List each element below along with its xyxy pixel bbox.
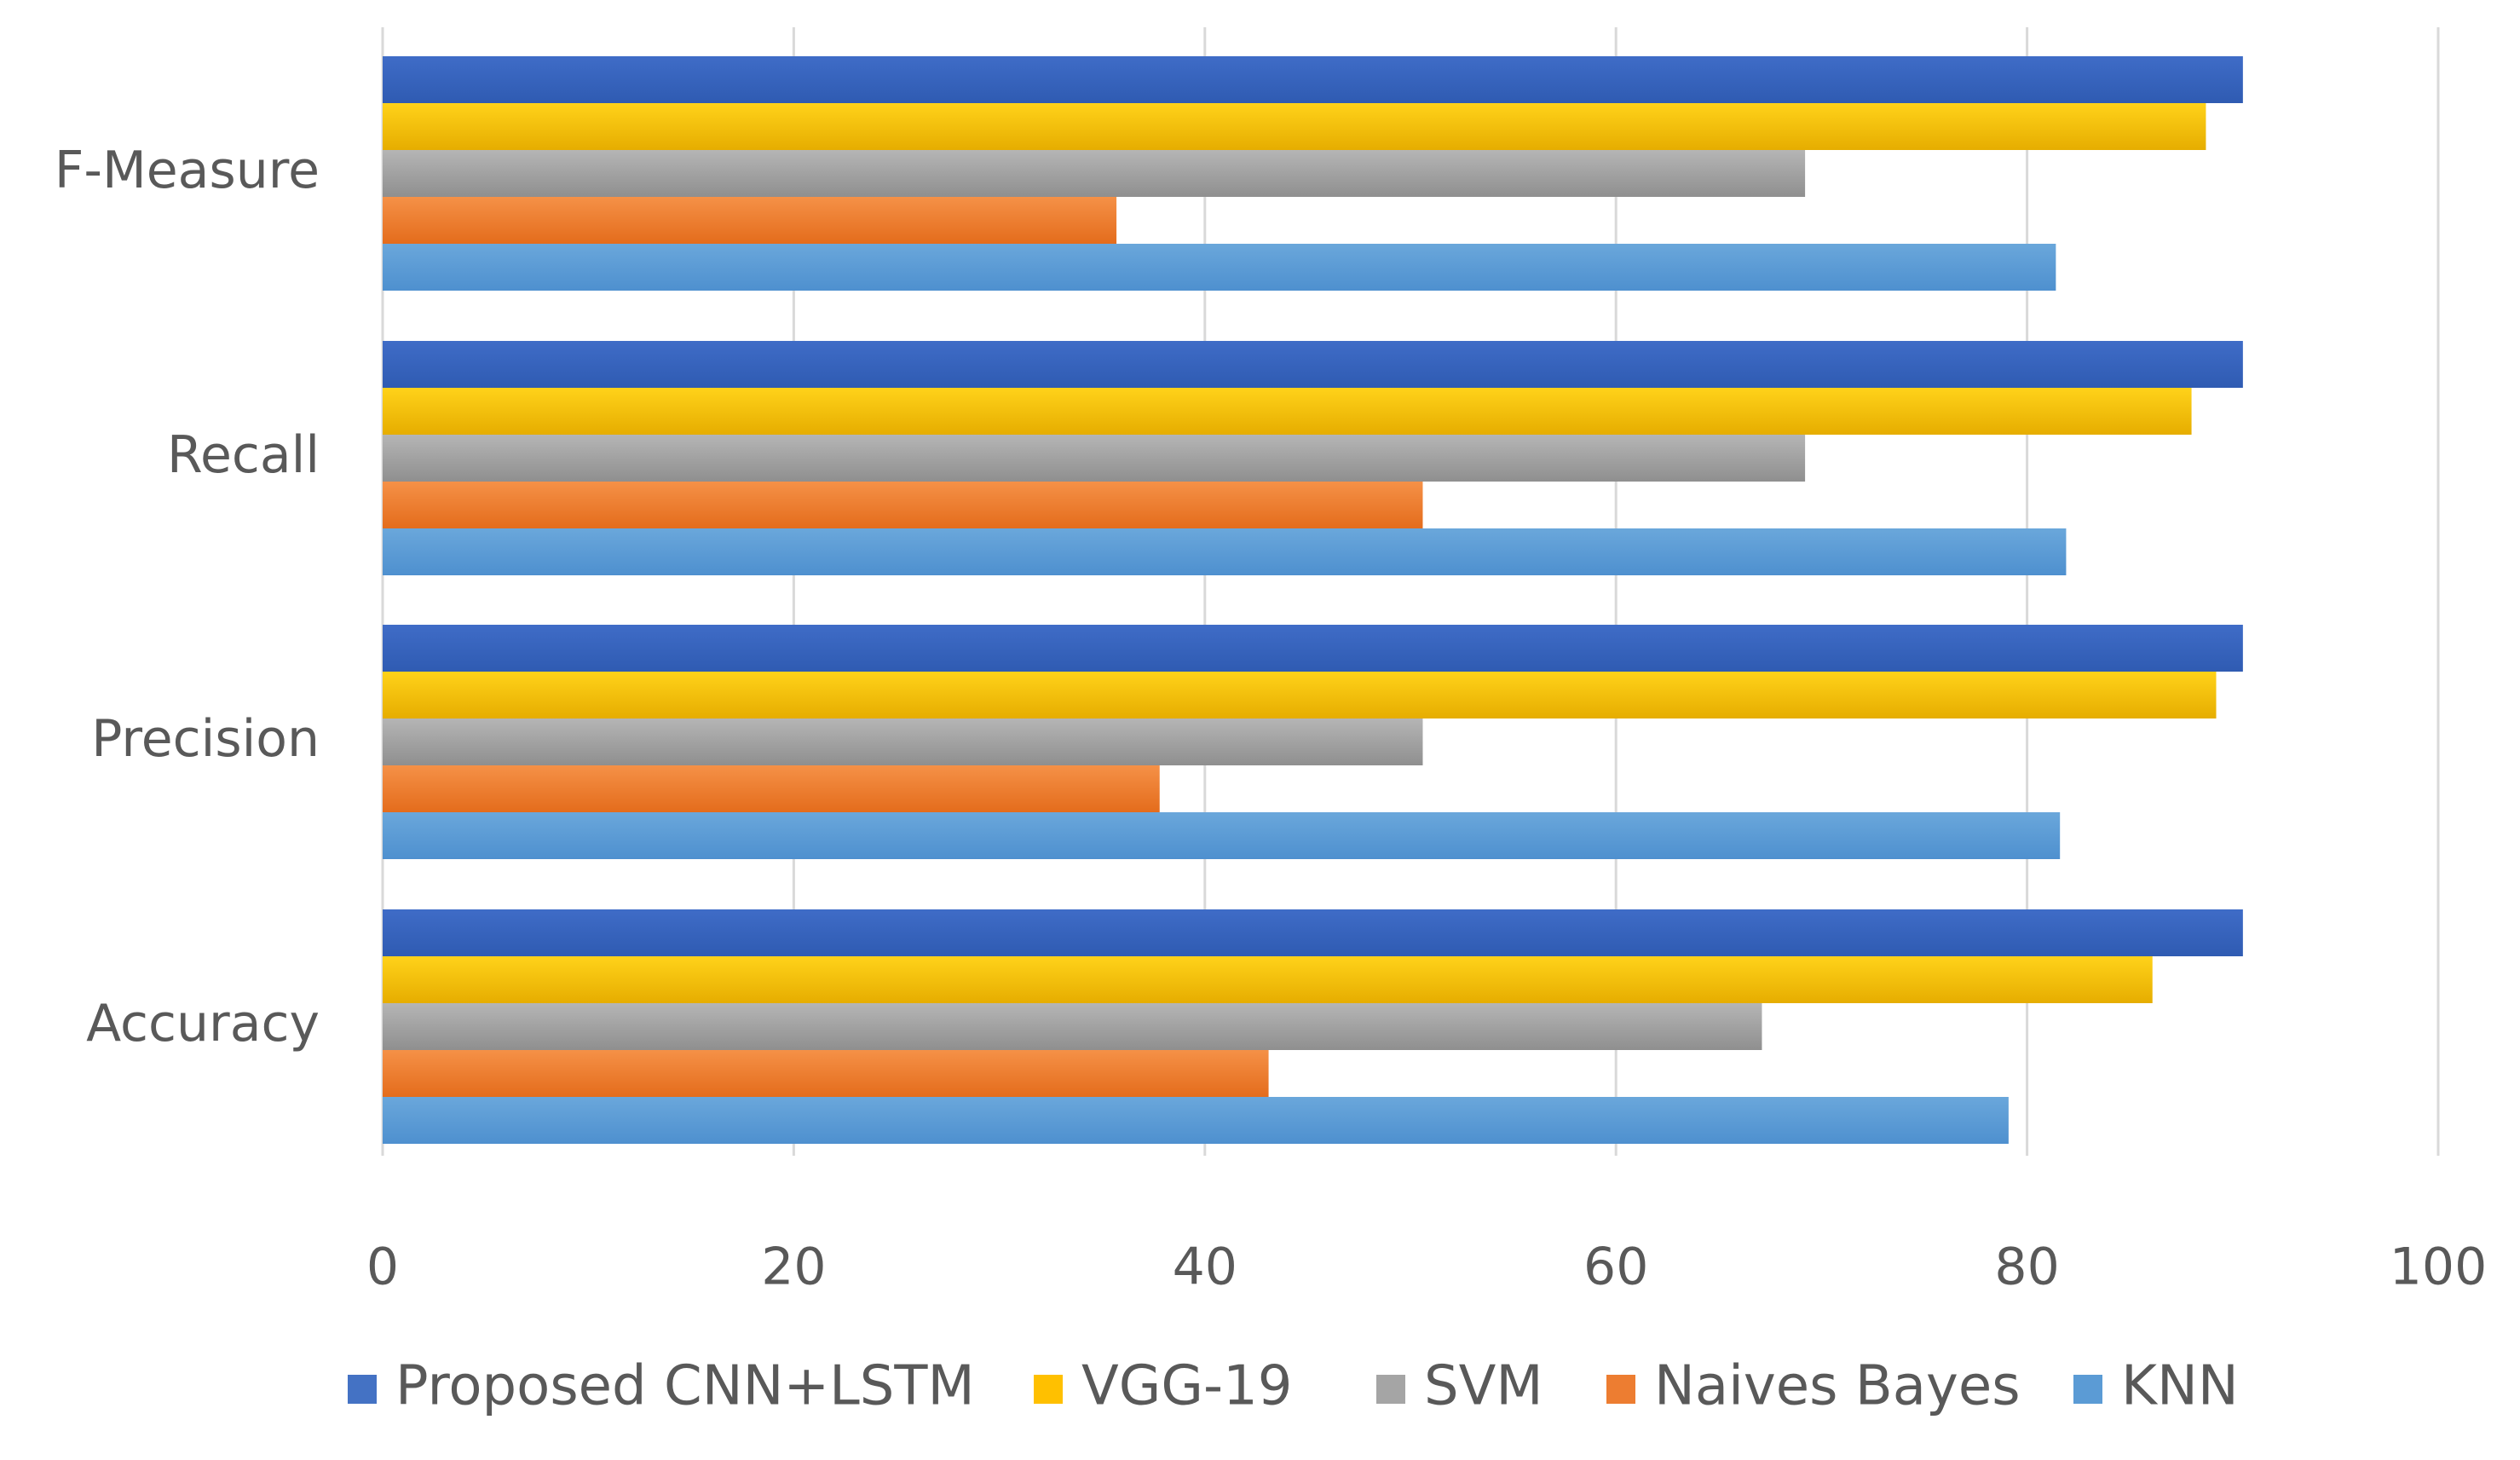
- bar-recall-svm: [383, 435, 1806, 482]
- bar-recall-vgg-19: [383, 388, 2192, 435]
- category-label-recall: Recall: [167, 425, 320, 485]
- x-tick-label-80: 80: [1994, 1238, 2059, 1297]
- bar-f-measure-naives-bayes: [383, 197, 1117, 244]
- legend-swatch-naives-bayes: [1606, 1375, 1635, 1404]
- x-tick-label-40: 40: [1173, 1238, 1237, 1297]
- bar-recall-proposed-cnn-lstm: [383, 341, 2243, 388]
- legend-label-svm: SVM: [1424, 1355, 1543, 1418]
- legend: Proposed CNN+LSTM VGG-19 SVM Naives Bayes KN…: [348, 1355, 2239, 1418]
- x-axis-tick-labels: 0 20 40 60 80 100: [366, 1238, 2487, 1297]
- category-label-precision: Precision: [91, 709, 320, 769]
- legend-label-vgg-19: VGG-19: [1081, 1355, 1293, 1418]
- bar-recall-knn: [383, 528, 2067, 575]
- bar-accuracy-naives-bayes: [383, 1050, 1269, 1097]
- bar-f-measure-vgg-19: [383, 103, 2206, 150]
- legend-swatch-knn: [2073, 1375, 2102, 1404]
- bar-accuracy-vgg-19: [383, 956, 2153, 1003]
- legend-label-knn: KNN: [2121, 1355, 2239, 1418]
- legend-swatch-svm: [1376, 1375, 1405, 1404]
- bar-accuracy-knn: [383, 1097, 2009, 1144]
- bar-f-measure-svm: [383, 150, 1806, 197]
- bar-precision-proposed-cnn-lstm: [383, 625, 2243, 672]
- legend-label-naives-bayes: Naives Bayes: [1654, 1355, 2021, 1418]
- bar-precision-naives-bayes: [383, 765, 1160, 812]
- bar-accuracy-svm: [383, 1003, 1762, 1050]
- category-label-f-measure: F-Measure: [55, 141, 320, 200]
- bar-precision-svm: [383, 718, 1423, 765]
- x-tick-label-100: 100: [2390, 1238, 2488, 1297]
- legend-label-proposed-cnn-lstm: Proposed CNN+LSTM: [395, 1355, 975, 1418]
- legend-swatch-proposed-cnn-lstm: [348, 1375, 377, 1404]
- bar-f-measure-proposed-cnn-lstm: [383, 56, 2243, 103]
- bar-precision-knn: [383, 812, 2061, 859]
- x-tick-label-60: 60: [1583, 1238, 1648, 1297]
- x-tick-label-20: 20: [761, 1238, 826, 1297]
- bar-accuracy-proposed-cnn-lstm: [383, 909, 2243, 956]
- bars: [383, 56, 2243, 1144]
- category-labels: F-Measure Recall Precision Accuracy: [55, 141, 320, 1053]
- legend-swatch-vgg-19: [1034, 1375, 1063, 1404]
- bar-f-measure-knn: [383, 244, 2056, 291]
- bar-recall-naives-bayes: [383, 482, 1423, 528]
- category-label-accuracy: Accuracy: [86, 994, 320, 1053]
- x-tick-label-0: 0: [366, 1238, 399, 1297]
- bar-precision-vgg-19: [383, 672, 2217, 718]
